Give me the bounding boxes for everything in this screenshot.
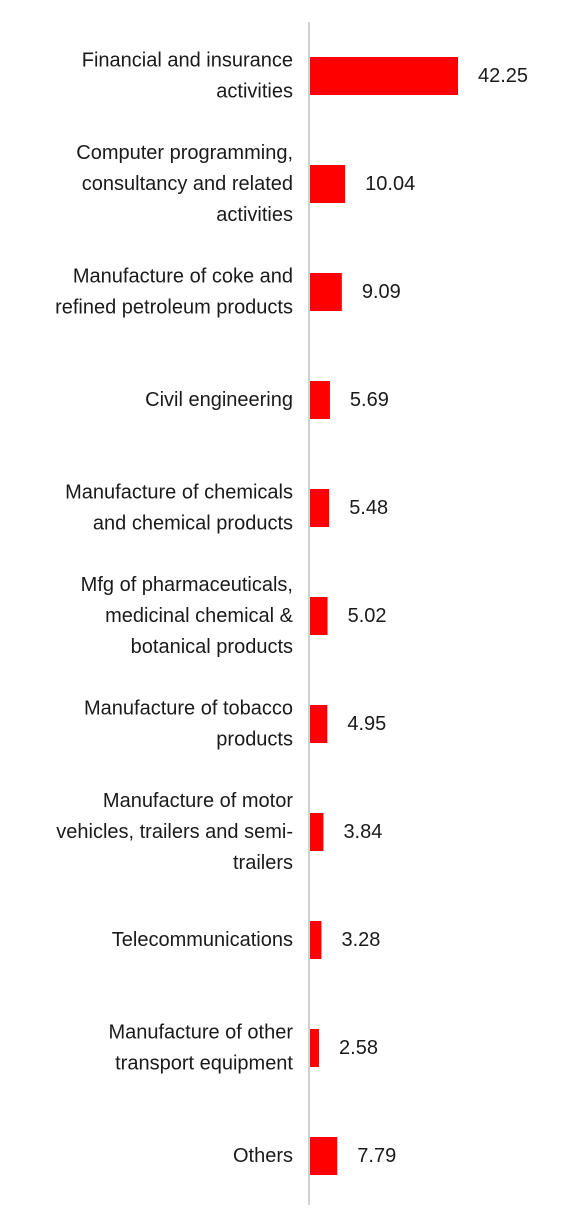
bar-1 [310, 165, 346, 203]
category-label-line: Civil engineering [145, 389, 293, 411]
category-label-line: Manufacture of motor [103, 790, 293, 812]
category-label-line: Manufacture of other [108, 1022, 293, 1044]
value-label-6: 4.95 [347, 713, 386, 735]
category-label-line: transport equipment [115, 1053, 293, 1075]
category-label-0: Financial and insurance activities [82, 50, 293, 103]
category-label-line: Mfg of pharmaceuticals, [81, 574, 293, 596]
category-label-7: Manufacture of motor vehicles, trailers a… [56, 790, 293, 874]
bar-4 [310, 489, 330, 527]
category-label-line: Others [233, 1145, 293, 1167]
bars-layer [310, 57, 458, 1175]
value-label-8: 3.28 [341, 929, 380, 951]
category-label-line: Computer programming, [76, 142, 293, 164]
value-label-9: 2.58 [339, 1037, 378, 1059]
category-labels-layer: Financial and insurance activitiesCompute… [55, 50, 294, 1168]
category-label-2: Manufacture of coke and refined petroleum… [55, 266, 293, 319]
category-label-line: products [216, 729, 293, 751]
category-label-6: Manufacture of tobacco products [84, 698, 293, 751]
category-label-5: Mfg of pharmaceuticals, medicinal chemica… [81, 574, 294, 658]
category-label-line: botanical products [131, 636, 293, 658]
category-label-line: Telecommunications [112, 929, 293, 951]
bar-0 [310, 57, 458, 95]
category-label-line: Financial and insurance [82, 50, 293, 72]
category-label-9: Manufacture of other transport equipment [108, 1022, 293, 1075]
category-label-4: Manufacture of chemicals and chemical pro… [65, 482, 293, 535]
category-label-3: Civil engineering [145, 389, 293, 411]
category-label-1: Computer programming, consultancy and rel… [76, 142, 293, 226]
category-label-line: activities [216, 204, 293, 226]
value-label-0: 42.25 [478, 65, 528, 87]
bar-7 [310, 813, 324, 851]
bar-5 [310, 597, 328, 635]
value-label-3: 5.69 [350, 389, 389, 411]
category-label-line: vehicles, trailers and semi- [56, 821, 293, 843]
value-label-2: 9.09 [362, 281, 401, 303]
value-label-4: 5.48 [349, 497, 388, 519]
value-label-5: 5.02 [348, 605, 387, 627]
category-label-line: medicinal chemical & [105, 605, 294, 627]
category-label-line: activities [216, 81, 293, 103]
category-label-line: consultancy and related [82, 173, 293, 195]
category-label-line: Manufacture of tobacco [84, 698, 293, 720]
category-label-10: Others [233, 1145, 293, 1167]
category-label-line: Manufacture of chemicals [65, 482, 293, 504]
category-label-line: Manufacture of coke and [73, 266, 293, 288]
bar-9 [310, 1029, 320, 1067]
value-labels-layer: 42.25 10.04 9.09 5.69 5.48 5.02 4.95 3.84 3.28 2.… [339, 65, 528, 1167]
category-label-8: Telecommunications [112, 929, 293, 951]
bar-6 [310, 705, 328, 743]
bar-8 [310, 921, 322, 959]
category-label-line: and chemical products [93, 513, 293, 535]
bar-10 [310, 1137, 338, 1175]
value-label-7: 3.84 [343, 821, 382, 843]
value-label-1: 10.04 [365, 173, 415, 195]
value-label-10: 7.79 [357, 1145, 396, 1167]
category-label-line: trailers [233, 852, 293, 874]
bar-2 [310, 273, 342, 311]
bar-3 [310, 381, 330, 419]
category-label-line: refined petroleum products [55, 297, 293, 319]
